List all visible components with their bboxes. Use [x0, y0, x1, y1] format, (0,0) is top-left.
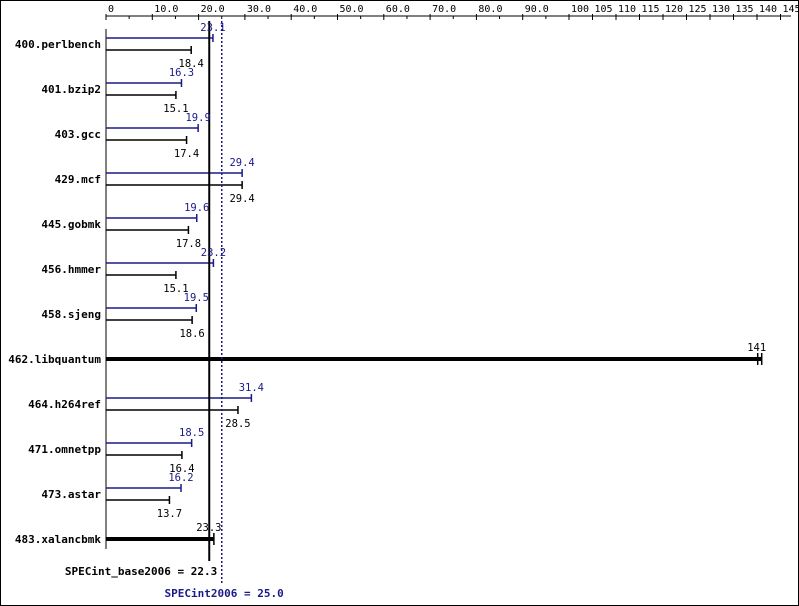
x-tick-label: 115	[642, 4, 660, 15]
peak-value-label: 18.5	[179, 427, 204, 439]
peak-value-label: 19.9	[185, 112, 210, 124]
x-tick-label: 70.0	[432, 4, 456, 15]
base-value-label: 141	[747, 342, 766, 354]
benchmark-label: 401.bzip2	[41, 83, 101, 96]
peak-value-label: 16.3	[169, 67, 194, 79]
x-tick-label: 40.0	[293, 4, 317, 15]
base-value-label: 29.4	[229, 193, 254, 205]
benchmark-label: 445.gobmk	[41, 218, 101, 231]
x-tick-label: 145	[783, 4, 799, 15]
x-tick-label: 140	[759, 4, 777, 15]
base-summary-label: SPECint_base2006 = 22.3	[65, 565, 217, 578]
benchmark-label: 464.h264ref	[28, 398, 101, 411]
base-value-label: 17.8	[176, 238, 201, 250]
benchmark-label: 471.omnetpp	[28, 443, 101, 456]
x-tick-label: 130	[712, 4, 730, 15]
benchmark-label: 462.libquantum	[8, 353, 101, 366]
x-tick-label: 20.0	[201, 4, 225, 15]
benchmark-label: 429.mcf	[55, 173, 101, 186]
x-tick-label: 10.0	[154, 4, 178, 15]
base-value-label: 16.4	[169, 463, 194, 475]
base-value-label: 18.4	[179, 58, 204, 70]
x-tick-label: 120	[665, 4, 683, 15]
x-tick-label: 30.0	[247, 4, 271, 15]
x-tick-label: 100	[571, 4, 589, 15]
peak-value-label: 19.6	[184, 202, 209, 214]
benchmark-label: 473.astar	[41, 488, 101, 501]
peak-value-label: 23.1	[200, 22, 225, 34]
x-tick-label: 50.0	[340, 4, 364, 15]
x-tick-label: 0	[108, 4, 114, 15]
base-value-label: 17.4	[174, 148, 199, 160]
base-value-label: 18.6	[179, 328, 204, 340]
x-tick-label: 60.0	[386, 4, 410, 15]
benchmark-label: 483.xalancbmk	[15, 533, 101, 546]
benchmark-label: 400.perlbench	[15, 38, 101, 51]
base-value-label: 28.5	[225, 418, 250, 430]
x-tick-label: 125	[689, 4, 707, 15]
base-value-label: 15.1	[163, 283, 188, 295]
benchmark-label: 458.sjeng	[41, 308, 101, 321]
x-tick-label: 80.0	[478, 4, 502, 15]
peak-value-label: 23.2	[201, 247, 226, 259]
x-tick-label: 135	[736, 4, 754, 15]
peak-value-label: 19.5	[184, 292, 209, 304]
x-tick-label: 105	[595, 4, 613, 15]
benchmark-label: 403.gcc	[55, 128, 101, 141]
base-value-label: 23.3	[196, 522, 221, 534]
peak-value-label: 16.2	[168, 472, 193, 484]
peak-summary-label: SPECint2006 = 25.0	[165, 587, 284, 600]
x-tick-label: 90.0	[525, 4, 549, 15]
benchmark-label: 456.hmmer	[41, 263, 101, 276]
x-tick-label: 110	[618, 4, 636, 15]
base-value-label: 13.7	[157, 508, 182, 520]
base-value-label: 15.1	[163, 103, 188, 115]
peak-value-label: 31.4	[239, 382, 264, 394]
peak-value-label: 29.4	[229, 157, 254, 169]
